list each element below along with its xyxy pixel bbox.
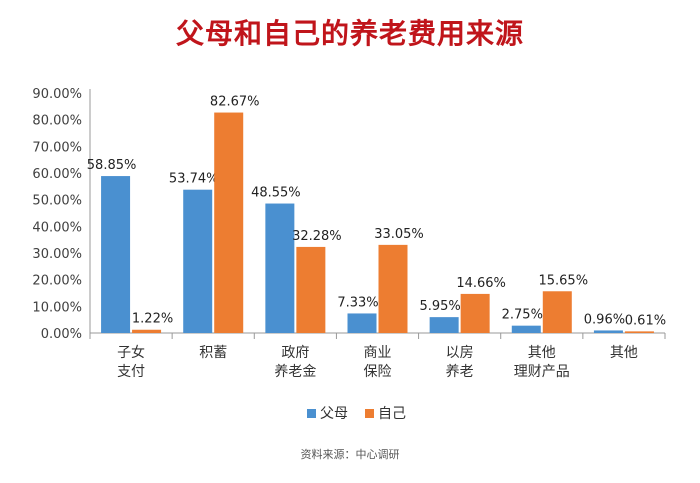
x-category-label: 其他 xyxy=(610,345,638,361)
x-category-label: 养老 xyxy=(446,364,474,380)
data-label: 14.66% xyxy=(456,276,506,291)
legend-label: 自己 xyxy=(378,406,406,422)
bar-self xyxy=(296,246,326,333)
bar-self xyxy=(624,331,654,333)
data-label: 2.75% xyxy=(502,308,543,323)
x-category-label: 其他 xyxy=(528,345,556,361)
legend-swatch-self xyxy=(365,409,374,418)
y-tick-label: 90.00% xyxy=(32,87,82,102)
data-label: 48.55% xyxy=(251,186,301,201)
data-label: 82.67% xyxy=(210,95,260,110)
bar-parents xyxy=(183,189,213,333)
y-tick-label: 50.00% xyxy=(32,194,82,209)
bar-self xyxy=(132,329,162,333)
x-category-label: 支付 xyxy=(117,364,145,380)
y-tick-label: 40.00% xyxy=(32,220,82,235)
y-tick-label: 0.00% xyxy=(41,327,82,342)
data-label: 0.96% xyxy=(584,312,625,327)
y-tick-label: 70.00% xyxy=(32,140,82,155)
bar-parents xyxy=(429,317,459,333)
y-tick-label: 60.00% xyxy=(32,167,82,182)
x-category-label: 积蓄 xyxy=(199,345,227,361)
chart-title: 父母和自己的养老费用来源 xyxy=(175,17,524,50)
y-tick-label: 30.00% xyxy=(32,247,82,262)
data-label: 58.85% xyxy=(87,158,137,173)
data-label: 7.33% xyxy=(337,295,378,310)
x-category-label: 商业 xyxy=(364,345,392,361)
x-category-label: 保险 xyxy=(364,364,392,380)
x-category-label: 以房 xyxy=(446,345,474,361)
data-label: 0.61% xyxy=(625,313,666,328)
bar-self xyxy=(214,112,244,334)
data-label: 33.05% xyxy=(374,227,424,242)
source-note: 资料来源：中心调研 xyxy=(301,447,400,461)
data-label: 15.65% xyxy=(538,273,588,288)
x-category-label: 政府 xyxy=(281,345,309,361)
x-category-label: 理财产品 xyxy=(514,364,570,380)
legend-label: 父母 xyxy=(320,406,348,422)
y-tick-label: 10.00% xyxy=(32,300,82,315)
data-label: 1.22% xyxy=(132,312,173,327)
bar-parents xyxy=(511,325,541,333)
legend-swatch-parents xyxy=(307,409,316,418)
y-tick-label: 80.00% xyxy=(32,114,82,129)
y-tick-label: 20.00% xyxy=(32,274,82,289)
bar-parents xyxy=(101,176,131,333)
bar-parents xyxy=(265,203,295,333)
data-label: 5.95% xyxy=(419,299,460,314)
bar-parents xyxy=(593,330,623,333)
x-category-label: 子女 xyxy=(117,344,145,361)
data-label: 32.28% xyxy=(292,229,342,244)
x-category-label: 养老金 xyxy=(274,364,316,380)
data-label: 53.74% xyxy=(169,172,219,187)
bar-self xyxy=(542,291,572,333)
bar-parents xyxy=(347,313,377,333)
bar-self xyxy=(460,293,490,333)
bar-self xyxy=(378,244,408,333)
